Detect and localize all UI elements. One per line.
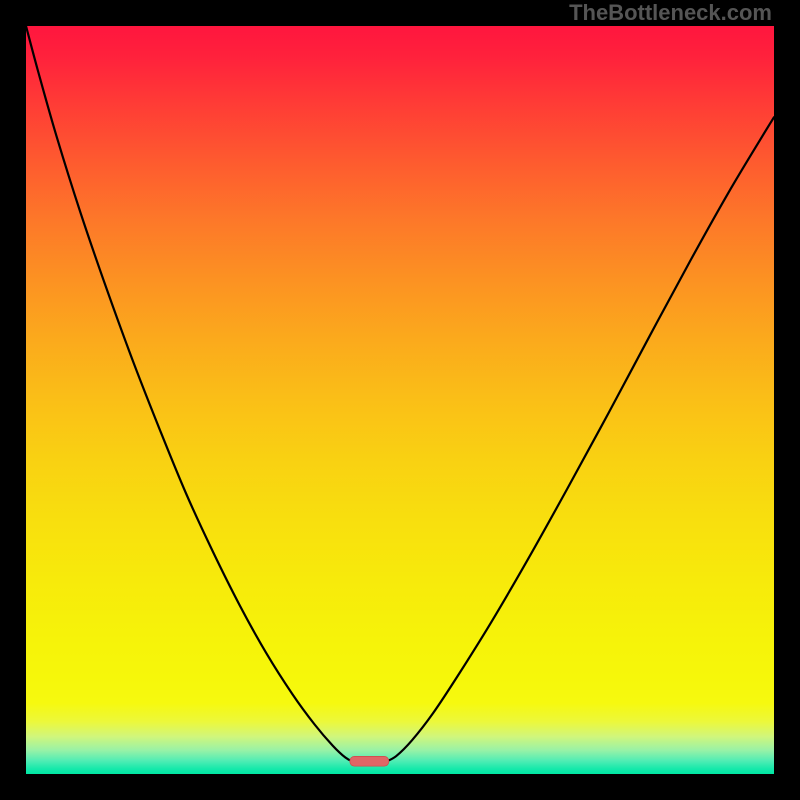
figure-root: TheBottleneck.com [0, 0, 800, 800]
chart-svg [26, 26, 774, 774]
watermark-text: TheBottleneck.com [569, 0, 772, 26]
plot-area [26, 26, 774, 774]
optimum-marker [350, 756, 389, 766]
gradient-background [26, 26, 774, 774]
